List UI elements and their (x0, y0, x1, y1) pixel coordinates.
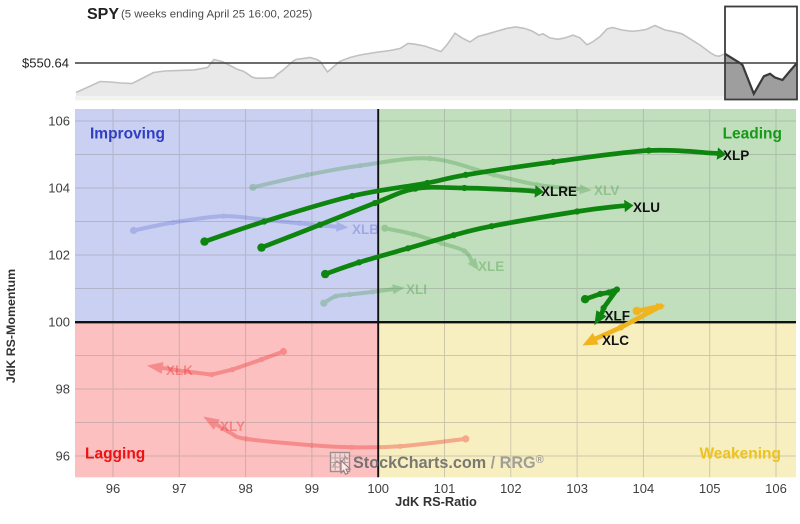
svg-text:103: 103 (566, 481, 588, 496)
svg-text:106: 106 (48, 114, 70, 129)
svg-text:XLRE: XLRE (541, 184, 577, 199)
svg-text:104: 104 (48, 181, 70, 196)
svg-text:98: 98 (56, 382, 70, 397)
svg-text:102: 102 (48, 248, 70, 263)
svg-text:96: 96 (106, 481, 120, 496)
svg-text:Leading: Leading (723, 126, 782, 143)
svg-text:102: 102 (500, 481, 522, 496)
svg-text:XLU: XLU (633, 200, 660, 215)
svg-text:SPY: SPY (87, 6, 119, 23)
svg-text:XLK: XLK (166, 363, 193, 378)
svg-text:100: 100 (367, 481, 389, 496)
svg-text:106: 106 (765, 481, 787, 496)
svg-text:104: 104 (633, 481, 655, 496)
svg-text:99: 99 (305, 481, 319, 496)
svg-text:Improving: Improving (90, 126, 165, 143)
svg-text:97: 97 (172, 481, 186, 496)
svg-text:101: 101 (434, 481, 456, 496)
svg-text:XLP: XLP (723, 148, 749, 163)
svg-text:XLV: XLV (594, 183, 619, 198)
svg-text:XLY: XLY (220, 419, 245, 434)
svg-text:96: 96 (56, 449, 70, 464)
svg-text:XLF: XLF (605, 309, 631, 324)
svg-text:XLI: XLI (406, 282, 427, 297)
svg-text:98: 98 (238, 481, 252, 496)
svg-text:$550.64: $550.64 (22, 56, 69, 71)
svg-text:(5 weeks ending April 25 16:00: (5 weeks ending April 25 16:00, 2025) (121, 9, 312, 21)
svg-text:StockCharts.com / RRG®: StockCharts.com / RRG® (353, 454, 544, 472)
svg-text:Weakening: Weakening (699, 446, 781, 463)
svg-text:XLB: XLB (352, 222, 379, 237)
svg-text:Lagging: Lagging (85, 446, 145, 463)
svg-text:XLE: XLE (478, 259, 504, 274)
svg-text:100: 100 (48, 315, 70, 330)
svg-text:JdK RS-Ratio: JdK RS-Ratio (395, 494, 477, 509)
svg-text:105: 105 (699, 481, 721, 496)
svg-text:XLC: XLC (602, 333, 629, 348)
svg-text:JdK RS-Momentum: JdK RS-Momentum (4, 269, 18, 383)
